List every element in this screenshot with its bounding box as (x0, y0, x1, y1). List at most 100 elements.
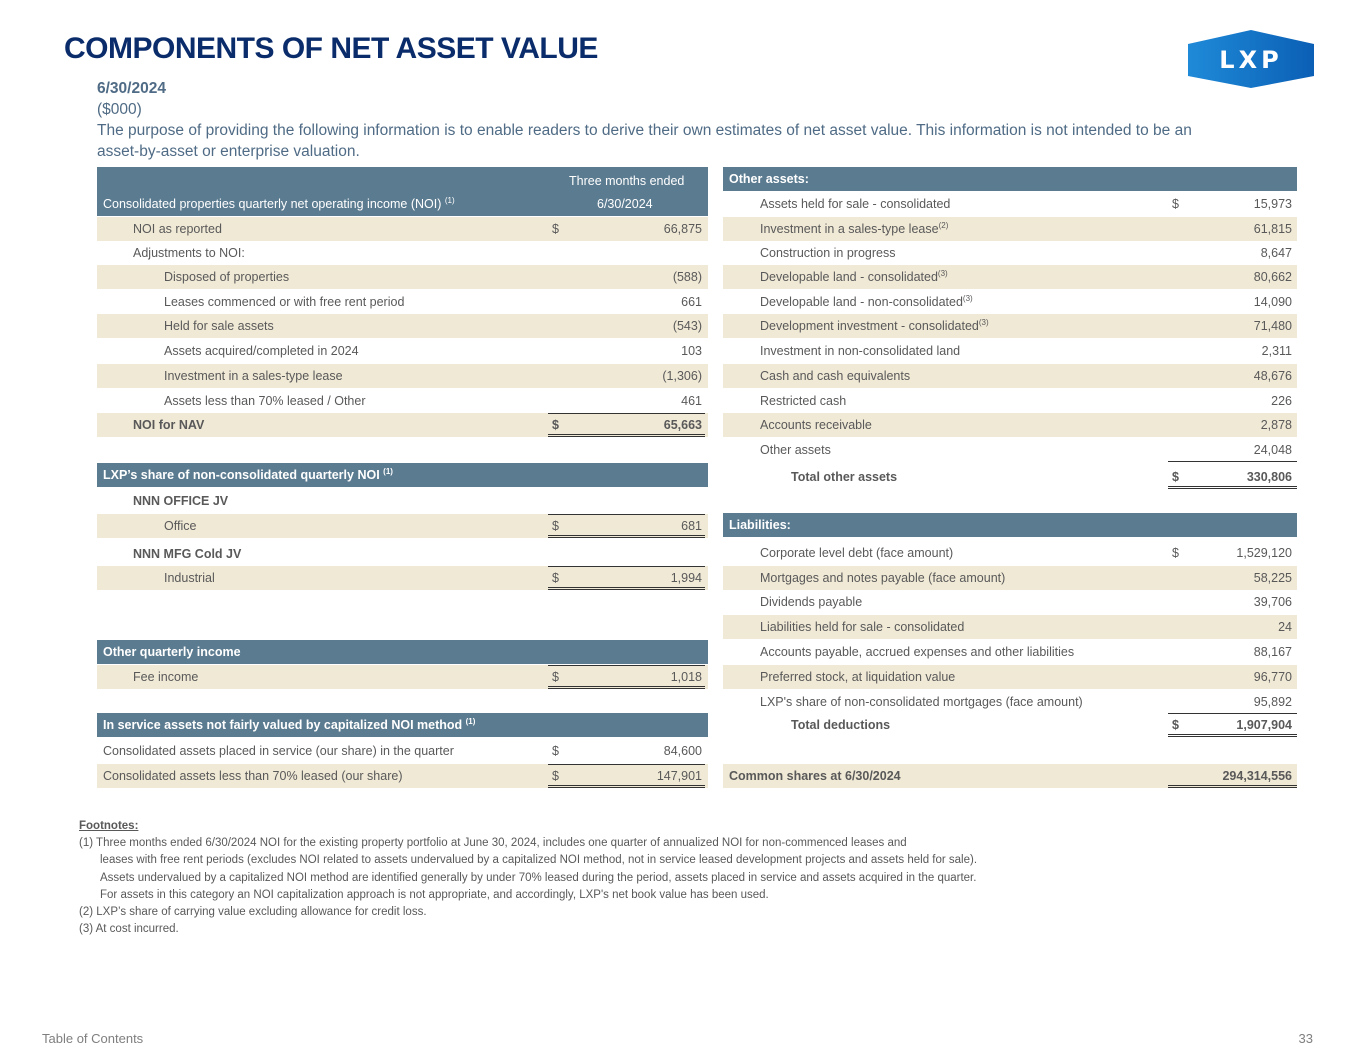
row-value: 294,314,556 (1222, 769, 1292, 783)
row-label: Preferred stock, at liquidation value (760, 665, 955, 689)
footnote-ref: (2) (938, 220, 949, 230)
row-label-text: Leases commenced or with free rent perio… (164, 295, 405, 309)
table-of-contents-link[interactable]: Table of Contents (42, 1031, 144, 1046)
table-row: Assets less than 70% leased / Other 461 (97, 389, 708, 413)
row-label-text: Adjustments to NOI: (133, 246, 245, 260)
row-value: (1,306) (662, 369, 702, 383)
table-row: Liabilities held for sale - consolidated… (723, 615, 1297, 639)
noi-header-text: Consolidated properties quarterly net op… (103, 197, 442, 211)
table-row: NOI for NAV $65,663 (97, 413, 708, 437)
row-label: LXP’s share of non-consolidated quarterl… (103, 463, 393, 487)
row-label: Development investment - consolidated(3) (760, 314, 989, 338)
section-header-row: Liabilities: (723, 513, 1297, 537)
row-label: NNN OFFICE JV (133, 489, 228, 513)
row-label: Cash and cash equivalents (760, 364, 910, 388)
row-label-text: Developable land - consolidated (760, 270, 938, 284)
row-label: Consolidated assets less than 70% leased… (103, 764, 402, 788)
table-row: Leases commenced or with free rent perio… (97, 290, 708, 314)
table-row: Other assets 24,048 (723, 438, 1297, 462)
row-label-text: Assets acquired/completed in 2024 (164, 344, 359, 358)
row-label: Fee income (133, 665, 198, 689)
table-row: Cash and cash equivalents 48,676 (723, 364, 1297, 388)
row-label: Held for sale assets (164, 314, 274, 338)
row-value: 15,973 (1253, 197, 1292, 211)
row-value: 58,225 (1253, 571, 1292, 585)
table-row: Accounts payable, accrued expenses and o… (723, 640, 1297, 664)
row-label: Developable land - consolidated(3) (760, 265, 948, 289)
currency-symbol: $ (552, 418, 559, 432)
row-label: Total deductions (791, 713, 890, 737)
footnote-2: (2) LXP’s share of carrying value exclud… (79, 906, 427, 919)
row-label: Liabilities: (729, 513, 791, 537)
table-row: Developable land - non-consolidated(3) 14… (723, 290, 1297, 314)
row-value: 65,663 (663, 418, 702, 432)
table-row: Developable land - consolidated(3) 80,662 (723, 265, 1297, 289)
row-label-text: Investment in a sales-type lease (760, 222, 939, 236)
row-label-text: Other assets (760, 443, 831, 457)
footnote-1-cont: Assets undervalued by a capitalized NOI … (100, 871, 977, 884)
row-value: 48,676 (1253, 369, 1292, 383)
row-label-text: Industrial (164, 571, 215, 585)
row-label-text: Other assets: (729, 172, 809, 186)
table-row: Assets held for sale - consolidated $15,9… (723, 192, 1297, 216)
underline-rule (548, 413, 705, 437)
row-label-text: Liabilities held for sale - consolidated (760, 620, 965, 634)
footnote-ref: (3) (962, 293, 973, 303)
row-label: Mortgages and notes payable (face amount… (760, 566, 1005, 590)
row-value: 226 (1271, 394, 1292, 408)
table-row: Mortgages and notes payable (face amount… (723, 566, 1297, 590)
row-label-text: Cash and cash equivalents (760, 369, 911, 383)
row-value: 80,662 (1253, 270, 1292, 284)
underline-rule (548, 413, 705, 437)
row-value: 24 (1278, 620, 1292, 634)
row-label: Consolidated assets placed in service (o… (103, 739, 454, 763)
row-label: Developable land - non-consolidated(3) (760, 290, 973, 314)
noi-header-label: Consolidated properties quarterly net op… (103, 192, 455, 216)
table-row: Dividends payable 39,706 (723, 590, 1297, 614)
row-label-text: Total deductions (791, 718, 891, 732)
footnote-1-cont: leases with free rent periods (excludes … (100, 854, 978, 867)
table-row: NOI as reported $66,875 (97, 217, 708, 241)
footnote-ref: (3) (937, 268, 948, 278)
row-label-text: NNN MFG Cold JV (133, 547, 242, 561)
column-header-date: 6/30/2024 (597, 197, 653, 211)
footnotes-heading: Footnotes: (79, 820, 139, 832)
row-label: Corporate level debt (face amount) (760, 541, 953, 565)
row-label-text: Fee income (133, 670, 199, 684)
row-label-text: NOI for NAV (133, 418, 205, 432)
row-label-text: In service assets not fairly valued by c… (103, 718, 463, 732)
row-value: 95,892 (1253, 695, 1292, 709)
row-label: Accounts receivable (760, 413, 872, 437)
underline-rule (548, 665, 705, 689)
currency-symbol: $ (1172, 197, 1179, 211)
underline-rule (548, 665, 705, 689)
row-label: Liabilities held for sale - consolidated (760, 615, 964, 639)
row-value: 24,048 (1253, 443, 1292, 457)
row-label: NOI for NAV (133, 413, 204, 437)
table-row: Consolidated assets placed in service (o… (97, 739, 708, 763)
row-label: Office (164, 514, 196, 538)
footnote-ref: (3) (978, 317, 989, 327)
footnote-1: (1) Three months ended 6/30/2024 NOI for… (79, 837, 907, 850)
row-label: Assets acquired/completed in 2024 (164, 339, 359, 363)
table-row: Corporate level debt (face amount) $1,529… (723, 541, 1297, 565)
row-label-text: Development investment - consolidated (760, 319, 979, 333)
row-label-text: Liabilities: (729, 518, 791, 532)
underline-rule (1168, 438, 1297, 462)
row-label: Assets less than 70% leased / Other (164, 389, 366, 413)
row-label-text: Construction in progress (760, 246, 896, 260)
svg-text:LXP: LXP (1219, 46, 1282, 74)
row-value: 14,090 (1253, 295, 1292, 309)
purpose-text-line1: The purpose of providing the following i… (97, 122, 1192, 139)
row-value: 1,018 (670, 670, 702, 684)
row-label-text: Accounts payable, accrued expenses and o… (760, 645, 1075, 659)
currency-symbol: $ (1172, 718, 1179, 732)
section-header-row: LXP’s share of non-consolidated quarterl… (97, 463, 708, 487)
underline-rule (1168, 713, 1297, 737)
row-label-text: LXP’s share of non-consolidated quarterl… (103, 468, 380, 482)
row-label: Adjustments to NOI: (133, 241, 245, 265)
row-value: (543) (672, 319, 702, 333)
row-label: Other assets (760, 438, 831, 462)
table-row: Adjustments to NOI: (97, 241, 708, 265)
underline-rule (1168, 465, 1297, 489)
